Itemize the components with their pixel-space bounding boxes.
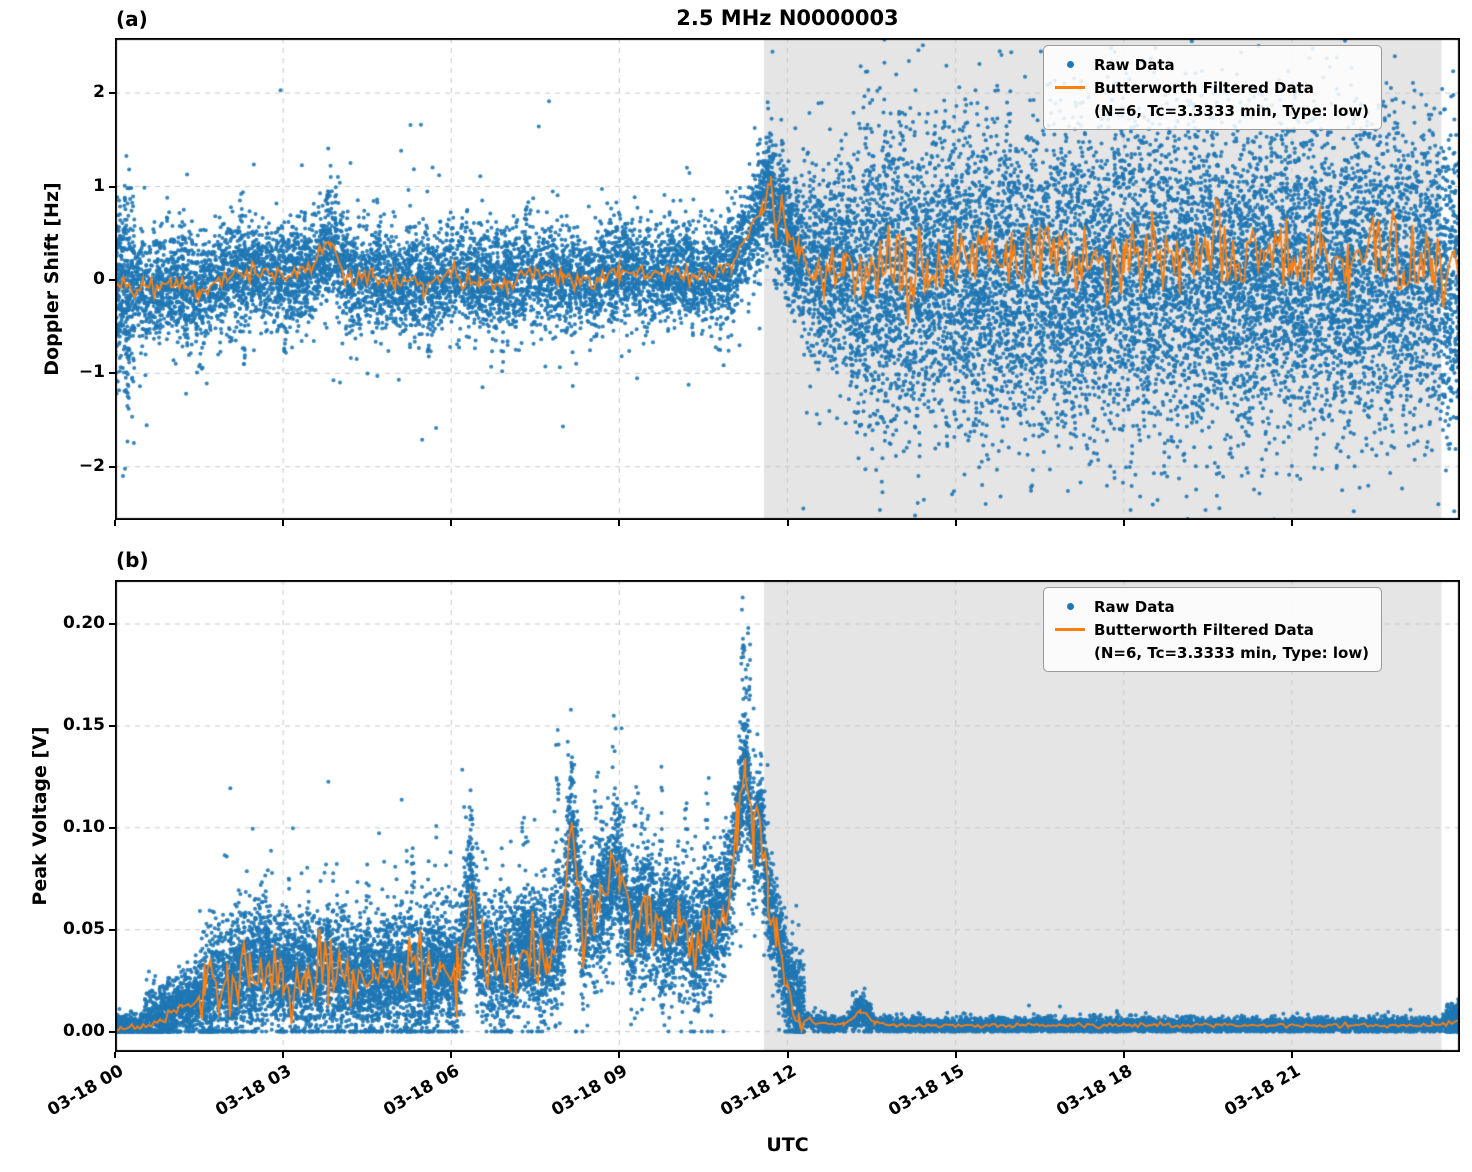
panel-b-ylabel: Peak Voltage [V] — [29, 726, 51, 906]
x-tick-label: 03-18 03 — [212, 1061, 296, 1121]
x-tick-label: 03-18 06 — [380, 1061, 464, 1121]
panel-a-label: (a) — [116, 7, 148, 31]
y-tick — [109, 185, 115, 188]
x-tick-label: 03-18 12 — [716, 1061, 800, 1121]
x-tick — [1122, 1052, 1125, 1058]
legend-filtered-label: Butterworth Filtered Data — [1094, 620, 1314, 639]
x-tick — [786, 1052, 789, 1058]
x-tick-label: 03-18 00 — [44, 1061, 127, 1121]
y-tick-label: 2 — [93, 82, 105, 103]
raw-data-marker-icon — [1066, 61, 1074, 68]
legend-raw-label: Raw Data — [1094, 55, 1175, 74]
raw-data-marker-icon — [1066, 603, 1074, 610]
y-tick-label: 0.15 — [63, 714, 105, 735]
panel-a-legend: Raw Data Butterworth Filtered Data (N=6,… — [1043, 45, 1383, 130]
legend-row-raw: Raw Data — [1052, 596, 1369, 617]
legend-row-filtered: Butterworth Filtered Data — [1052, 619, 1369, 640]
y-tick — [109, 372, 115, 375]
x-tick — [618, 520, 621, 526]
x-tick-label: 03-18 21 — [1221, 1061, 1304, 1121]
x-tick — [954, 1052, 957, 1058]
y-tick-label: −1 — [78, 362, 105, 383]
x-tick-label: 03-18 09 — [548, 1061, 632, 1121]
y-tick-label: 0.10 — [63, 816, 105, 837]
legend-row-filtered-sub: (N=6, Tc=3.3333 min, Type: low) — [1052, 642, 1369, 663]
x-tick-label: 03-18 15 — [884, 1061, 968, 1121]
y-tick-label: 0.00 — [63, 1020, 105, 1041]
y-tick-label: 0.20 — [63, 613, 105, 634]
legend-filtered-sublabel: (N=6, Tc=3.3333 min, Type: low) — [1094, 101, 1370, 120]
y-tick — [109, 92, 115, 95]
x-tick — [1290, 1052, 1293, 1058]
panel-a-ylabel: Doppler Shift [Hz] — [41, 182, 63, 376]
y-tick — [109, 278, 115, 281]
x-tick — [450, 1052, 453, 1058]
y-tick — [109, 1030, 115, 1033]
y-tick-label: 0.05 — [63, 918, 105, 939]
legend-row-filtered: Butterworth Filtered Data — [1052, 77, 1369, 98]
y-tick-label: 1 — [93, 175, 105, 196]
legend-row-filtered-sub: (N=6, Tc=3.3333 min, Type: low) — [1052, 100, 1369, 121]
legend-raw-label: Raw Data — [1094, 597, 1175, 616]
y-tick — [109, 928, 115, 931]
figure-title: 2.5 MHz N0000003 — [676, 6, 899, 30]
y-tick — [109, 826, 115, 829]
x-tick — [114, 1052, 116, 1058]
x-tick — [954, 520, 957, 526]
filtered-data-marker-icon — [1055, 628, 1085, 631]
legend-filtered-label: Butterworth Filtered Data — [1094, 78, 1314, 97]
x-tick — [1122, 520, 1125, 526]
y-tick — [109, 623, 115, 626]
legend-filtered-sublabel: (N=6, Tc=3.3333 min, Type: low) — [1094, 643, 1370, 662]
legend-row-raw: Raw Data — [1052, 54, 1369, 75]
x-tick-label: 03-18 18 — [1053, 1061, 1136, 1121]
x-tick — [618, 1052, 621, 1058]
y-tick-label: −2 — [78, 455, 105, 476]
x-tick — [786, 520, 789, 526]
panel-b-legend: Raw Data Butterworth Filtered Data (N=6,… — [1043, 587, 1383, 672]
x-tick — [1290, 520, 1293, 526]
y-tick — [109, 724, 115, 727]
x-tick — [114, 520, 116, 526]
x-tick — [282, 1052, 285, 1058]
x-tick — [450, 520, 453, 526]
filtered-data-marker-icon — [1055, 86, 1085, 89]
x-axis-label: UTC — [766, 1134, 809, 1156]
panel-b-label: (b) — [116, 548, 149, 572]
y-tick-label: 0 — [93, 268, 105, 289]
y-tick — [109, 465, 115, 468]
x-tick — [282, 520, 285, 526]
